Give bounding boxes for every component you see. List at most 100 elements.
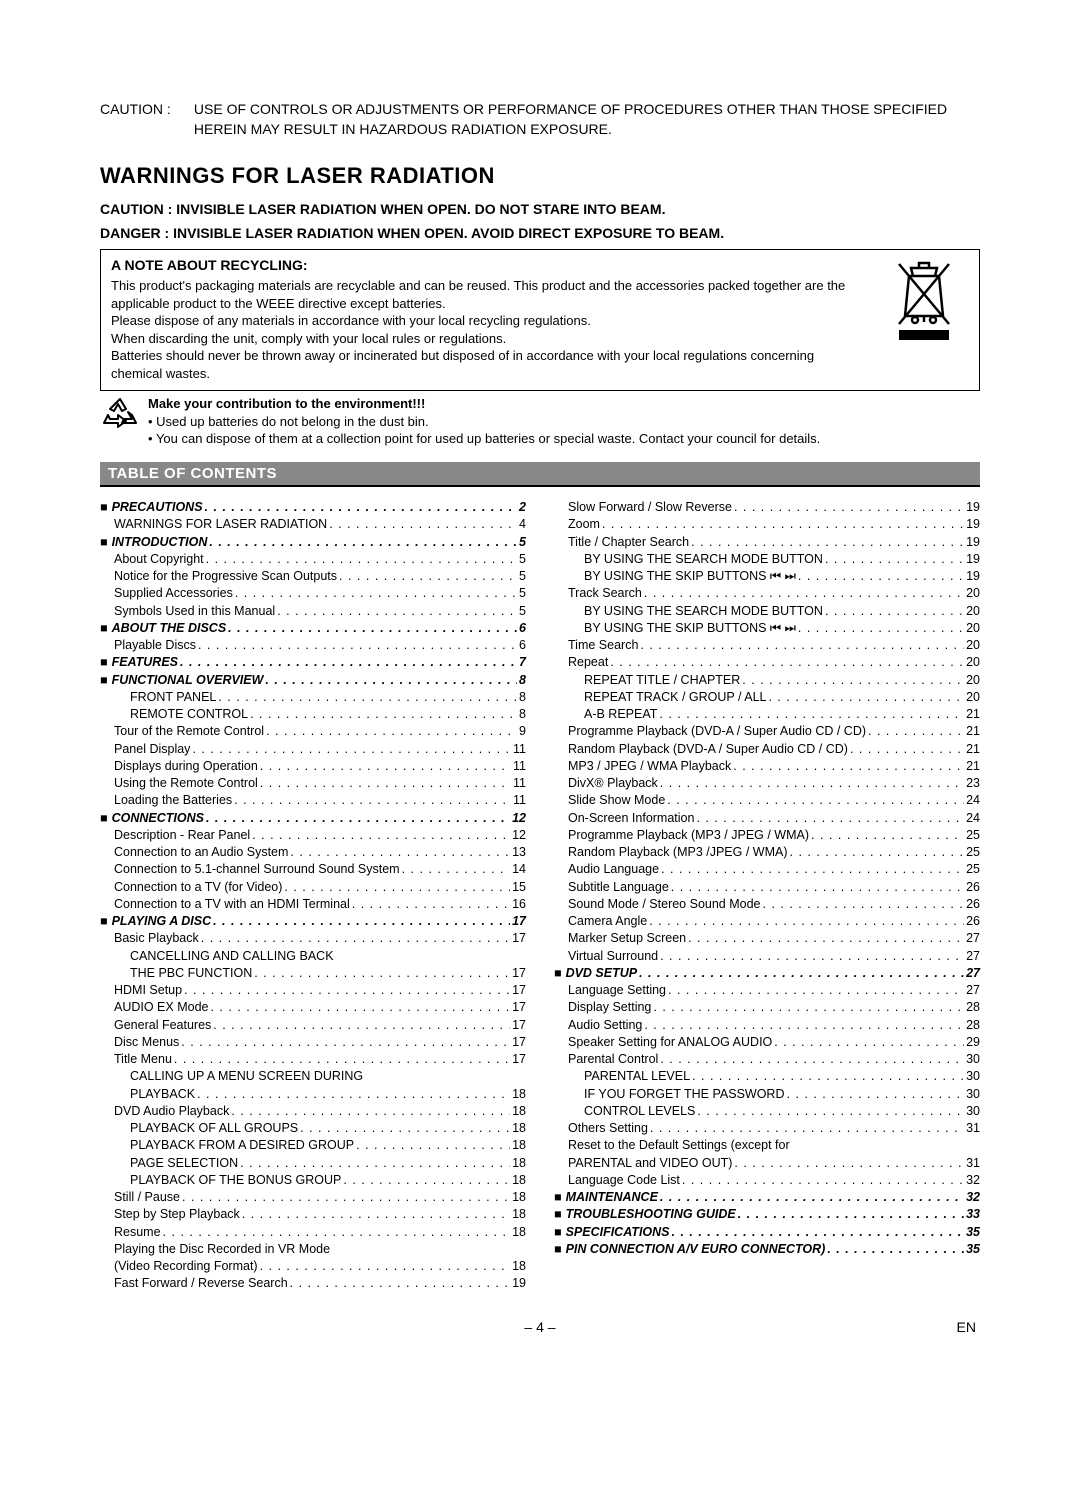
weee-bin-icon: [889, 256, 959, 344]
toc-entry-page: 21: [966, 723, 980, 740]
toc-entry-label: DivX® Playback: [568, 775, 658, 792]
toc-entry: THE PBC FUNCTION 17: [100, 965, 526, 982]
toc-entry: ■SPECIFICATIONS 35: [554, 1224, 980, 1241]
toc-entry: PARENTAL LEVEL 30: [554, 1068, 980, 1085]
toc-leader-dots: [242, 1206, 510, 1223]
toc-entry-label: ■INTRODUCTION: [100, 534, 207, 551]
toc-entry-page: 19: [966, 534, 980, 551]
toc-entry-page: 32: [966, 1172, 980, 1189]
toc-entry-label: PLAYBACK OF THE BONUS GROUP: [130, 1172, 341, 1189]
toc-leader-dots: [768, 689, 964, 706]
toc-entry: Subtitle Language 26: [554, 879, 980, 896]
toc-entry-label: Connection to an Audio System: [114, 844, 288, 861]
toc-entry-label: Programme Playback (DVD-A / Super Audio …: [568, 723, 866, 740]
toc-entry: Tour of the Remote Control 9: [100, 723, 526, 740]
toc-entry-label: Playing the Disc Recorded in VR Mode: [114, 1241, 330, 1258]
toc-entry-page: 27: [966, 965, 980, 982]
toc-leader-dots: [682, 1172, 964, 1189]
recycling-line: Please dispose of any materials in accor…: [111, 312, 867, 330]
caution-top-block: CAUTION : USE OF CONTROLS OR ADJUSTMENTS…: [100, 100, 980, 139]
toc-entry-page: 18: [512, 1120, 526, 1137]
toc-entry-page: 27: [966, 930, 980, 947]
page-lang: EN: [957, 1319, 976, 1335]
toc-entry-label: REMOTE CONTROL: [130, 706, 248, 723]
toc-entry-label: ■TROUBLESHOOTING GUIDE: [554, 1206, 736, 1223]
toc-leader-dots: [265, 672, 517, 689]
toc-entry: Slide Show Mode 24: [554, 792, 980, 809]
toc-leader-dots: [660, 775, 964, 792]
toc-entry: Zoom 19: [554, 516, 980, 533]
toc-leader-dots: [734, 1155, 964, 1172]
caution-top-body: USE OF CONTROLS OR ADJUSTMENTS OR PERFOR…: [194, 100, 974, 139]
toc-entry-page: 4: [519, 516, 526, 533]
toc-entry-label: Subtitle Language: [568, 879, 669, 896]
toc-entry-label: HDMI Setup: [114, 982, 182, 999]
toc-entry-label: Reset to the Default Settings (except fo…: [568, 1137, 790, 1154]
toc-leader-dots: [650, 1120, 964, 1137]
toc-entry: Track Search 20: [554, 585, 980, 602]
toc-leader-dots: [733, 758, 964, 775]
toc-entry-page: 17: [512, 965, 526, 982]
section-bullet-icon: ■: [554, 1189, 562, 1206]
toc-entry-label: DVD Audio Playback: [114, 1103, 229, 1120]
toc-leader-dots: [660, 948, 964, 965]
toc-leader-dots: [402, 861, 510, 878]
toc-entry: Others Setting 31: [554, 1120, 980, 1137]
toc-leader-dots: [602, 516, 964, 533]
toc-entry: Displays during Operation 11: [100, 758, 526, 775]
toc-entry-page: 17: [512, 1051, 526, 1068]
toc-entry-page: 21: [966, 706, 980, 723]
toc-entry-page: 19: [512, 1275, 526, 1292]
toc-entry: Sound Mode / Stereo Sound Mode 26: [554, 896, 980, 913]
toc-leader-dots: [260, 758, 511, 775]
toc-entry: BY USING THE SKIP BUTTONS ⏮ ⏭ 20: [554, 620, 980, 637]
toc-leader-dots: [659, 706, 964, 723]
toc-entry-label: Basic Playback: [114, 930, 199, 947]
recycling-line: This product's packaging materials are r…: [111, 277, 867, 312]
toc-entry-page: 17: [512, 1034, 526, 1051]
toc-entry-page: 7: [519, 654, 526, 671]
toc-entry-label: Sound Mode / Stereo Sound Mode: [568, 896, 761, 913]
toc-leader-dots: [738, 1206, 964, 1223]
toc-leader-dots: [868, 723, 964, 740]
toc-entry: IF YOU FORGET THE PASSWORD 30: [554, 1086, 980, 1103]
toc-left-column: ■PRECAUTIONS 2WARNINGS FOR LASER RADIATI…: [100, 499, 526, 1293]
toc-entry-label: ■ABOUT THE DISCS: [100, 620, 226, 637]
toc-entry-label: ■FUNCTIONAL OVERVIEW: [100, 672, 263, 689]
toc-leader-dots: [290, 1275, 510, 1292]
toc-entry-label: PLAYBACK FROM A DESIRED GROUP: [130, 1137, 354, 1154]
toc-leader-dots: [691, 534, 964, 551]
toc-entry-label: PARENTAL LEVEL: [584, 1068, 690, 1085]
toc-entry-label: Connection to a TV with an HDMI Terminal: [114, 896, 350, 913]
toc-entry: About Copyright 5: [100, 551, 526, 568]
toc-entry-label: Audio Setting: [568, 1017, 642, 1034]
toc-entry-label: Supplied Accessories: [114, 585, 233, 602]
toc-entry: A-B REPEAT 21: [554, 706, 980, 723]
toc-entry-label: Repeat: [568, 654, 608, 671]
toc-entry-page: 27: [966, 948, 980, 965]
toc-entry: Time Search 20: [554, 637, 980, 654]
toc-entry-page: 11: [513, 775, 526, 792]
toc-entry: Playing the Disc Recorded in VR Mode: [100, 1241, 526, 1258]
toc-leader-dots: [668, 982, 964, 999]
toc-leader-dots: [774, 1034, 964, 1051]
toc-entry-page: 35: [966, 1224, 980, 1241]
toc-entry-label: Track Search: [568, 585, 642, 602]
environment-bullet: • You can dispose of them at a collectio…: [148, 430, 820, 448]
toc-leader-dots: [644, 1017, 964, 1034]
recycling-box: A NOTE ABOUT RECYCLING: This product's p…: [100, 249, 980, 391]
recycle-triangle-icon: [100, 395, 140, 433]
toc-leader-dots: [218, 689, 517, 706]
toc-entry: ■FEATURES 7: [100, 654, 526, 671]
toc-entry: Programme Playback (DVD-A / Super Audio …: [554, 723, 980, 740]
toc-entry: Resume 18: [100, 1224, 526, 1241]
toc-entry-page: 20: [966, 603, 980, 620]
section-bullet-icon: ■: [554, 1206, 562, 1223]
toc-entry-label: ■FEATURES: [100, 654, 178, 671]
toc-entry-page: 15: [512, 879, 526, 896]
toc-entry-label: Step by Step Playback: [114, 1206, 240, 1223]
toc-entry: ■TROUBLESHOOTING GUIDE 33: [554, 1206, 980, 1223]
toc-entry-label: ■PLAYING A DISC: [100, 913, 211, 930]
toc-entry: AUDIO EX Mode 17: [100, 999, 526, 1016]
toc-leader-dots: [660, 1051, 964, 1068]
